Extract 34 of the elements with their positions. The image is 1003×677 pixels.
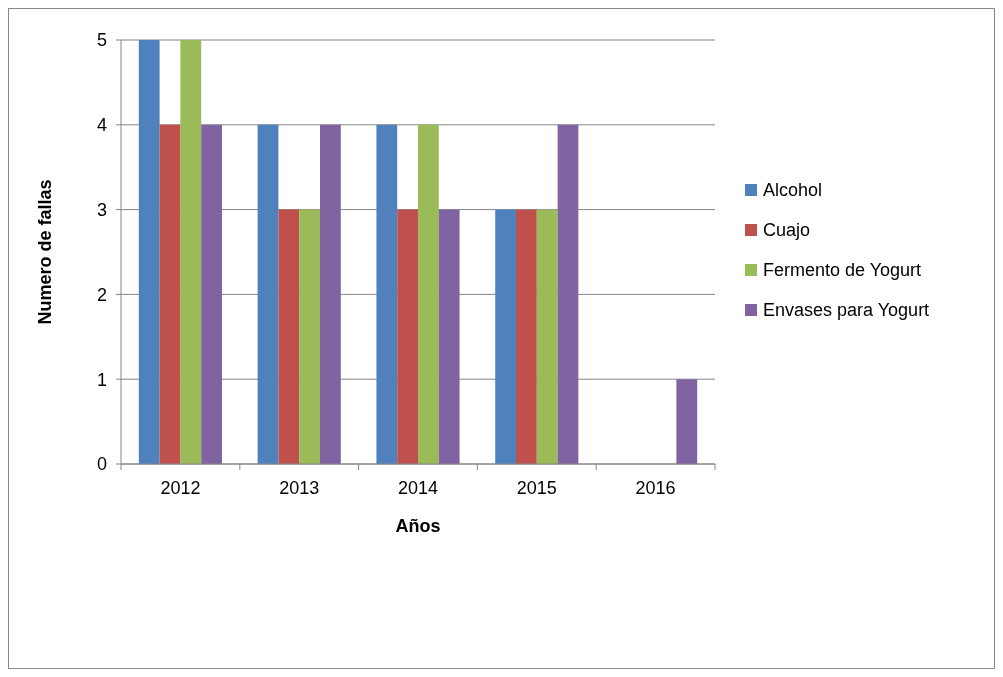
legend-label: Cuajo [763, 220, 811, 241]
x-tick-label: 2016 [635, 478, 676, 498]
x-tick-label: 2012 [160, 478, 201, 498]
bar [397, 209, 418, 464]
bar [159, 124, 181, 464]
y-tick-label: 0 [96, 454, 107, 475]
legend-label: Fermento de Yogurt [763, 260, 922, 281]
bar [138, 40, 160, 464]
bar [516, 209, 537, 464]
x-tick-label: 2014 [397, 478, 439, 498]
bar [299, 209, 320, 464]
y-tick-label: 2 [96, 284, 107, 305]
bar [257, 124, 279, 464]
y-tick-label: 4 [96, 115, 107, 136]
bar [278, 209, 300, 464]
x-axis-title: Años [395, 516, 441, 536]
y-tick-label: 1 [96, 369, 107, 390]
bar [319, 124, 341, 464]
bar [201, 124, 222, 464]
x-tick-label: 2015 [516, 478, 557, 498]
bar [557, 124, 579, 464]
bar [376, 124, 398, 464]
bar [438, 209, 460, 464]
bar [676, 379, 698, 464]
y-tick-label: 3 [96, 199, 107, 220]
y-axis-title: Numero de fallas [35, 179, 55, 325]
legend-label: Envases para Yogurt [763, 300, 930, 321]
bar [180, 40, 202, 464]
bar [536, 209, 558, 464]
bar [418, 124, 439, 464]
x-tick-label: 2013 [279, 478, 320, 498]
bar [495, 209, 517, 464]
y-tick-label: 5 [96, 30, 107, 51]
legend-label: Alcohol [763, 180, 823, 201]
